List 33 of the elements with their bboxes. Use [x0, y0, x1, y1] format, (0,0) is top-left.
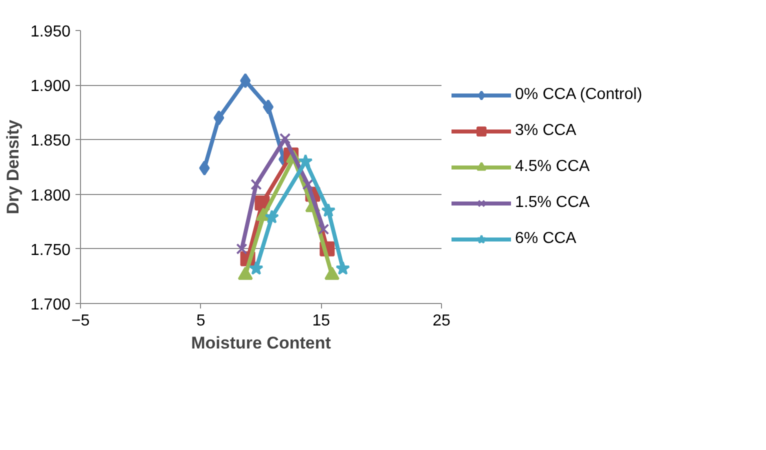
- point: [214, 110, 224, 126]
- point: [298, 154, 313, 168]
- x-tick-label: 5: [196, 312, 206, 330]
- point: [249, 261, 264, 275]
- point: [336, 261, 350, 275]
- point: [199, 160, 210, 176]
- y-tick-label: 1.850: [30, 132, 71, 150]
- y-tick-label: 1.800: [30, 187, 71, 204]
- point: [302, 178, 314, 190]
- legend-label: 6% CCA: [515, 230, 576, 248]
- y-tick-label: 1.700: [30, 296, 71, 314]
- x-tick-label: 15: [312, 312, 330, 330]
- point: [236, 243, 248, 254]
- point: [321, 203, 336, 217]
- point: [264, 210, 280, 224]
- y-tick-label: 1.750: [30, 242, 71, 259]
- point: [324, 266, 340, 280]
- legend-label: 1.5% CCA: [515, 194, 590, 212]
- legend-label: 0% CCA (Control): [515, 86, 642, 104]
- x-tick-label: −5: [71, 312, 90, 330]
- y-tick-label: 1.950: [30, 24, 71, 40]
- point: [240, 73, 251, 88]
- x-axis-title: Moisture Content: [191, 334, 332, 352]
- legend-label: 3% CCA: [515, 122, 576, 140]
- y-tick-label: 1.900: [30, 78, 71, 96]
- point: [279, 133, 291, 144]
- legend-label: 4.5% CCA: [515, 158, 590, 176]
- point: [238, 266, 253, 280]
- point: [318, 224, 330, 235]
- point: [250, 178, 262, 190]
- x-tick-label: 25: [432, 312, 450, 330]
- point: [262, 99, 274, 114]
- y-axis-title: Dry Density: [3, 119, 22, 214]
